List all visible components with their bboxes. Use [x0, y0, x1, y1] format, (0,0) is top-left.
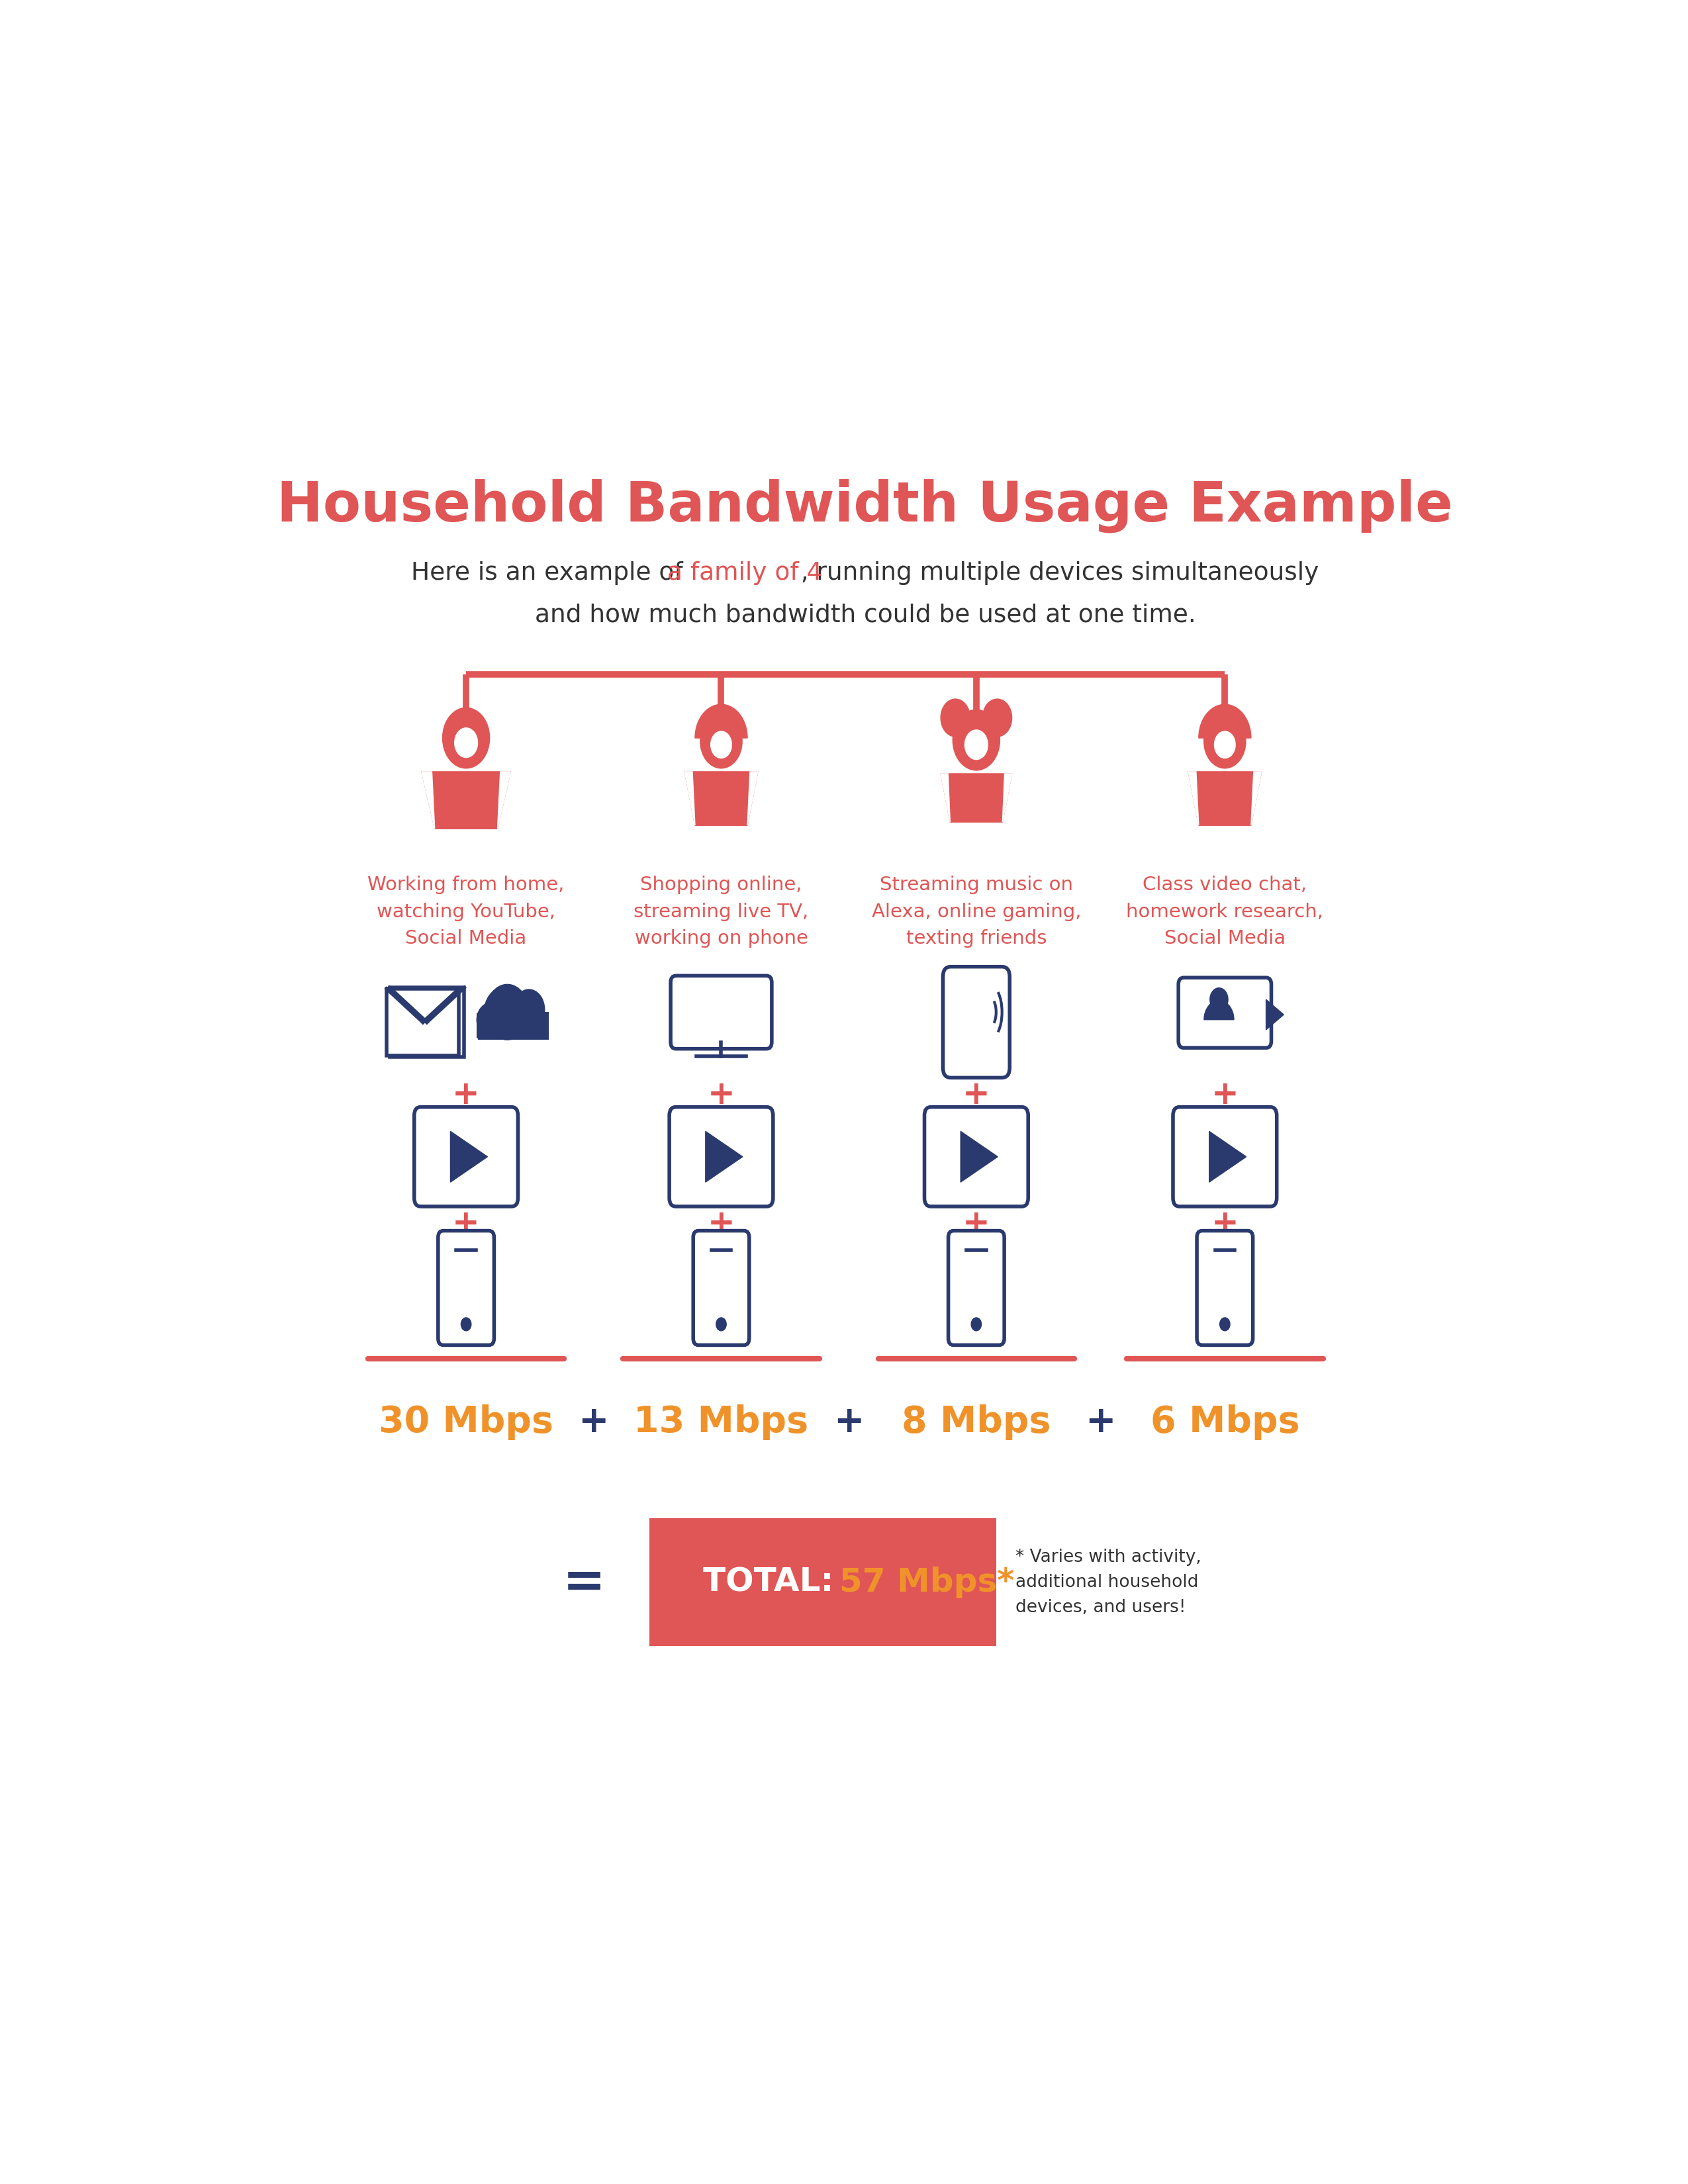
Polygon shape — [748, 771, 758, 826]
Text: +: + — [962, 1208, 991, 1241]
FancyBboxPatch shape — [414, 1107, 518, 1206]
Text: and how much bandwidth could be used at one time.: and how much bandwidth could be used at … — [535, 603, 1195, 627]
Text: +: + — [1210, 1208, 1239, 1241]
Text: 57 Mbps*: 57 Mbps* — [839, 1566, 1014, 1599]
FancyBboxPatch shape — [390, 987, 464, 1057]
Circle shape — [1214, 732, 1236, 758]
FancyBboxPatch shape — [476, 1013, 542, 1037]
Text: +: + — [707, 1079, 734, 1109]
Polygon shape — [1188, 771, 1198, 826]
FancyBboxPatch shape — [925, 1107, 1028, 1206]
Circle shape — [940, 699, 971, 736]
Circle shape — [442, 708, 490, 769]
Circle shape — [478, 1002, 505, 1037]
Text: +: + — [1085, 1404, 1116, 1439]
FancyBboxPatch shape — [694, 1232, 749, 1345]
Circle shape — [966, 729, 987, 760]
Text: +: + — [452, 1079, 479, 1109]
Wedge shape — [1198, 705, 1251, 738]
Text: 13 Mbps: 13 Mbps — [633, 1404, 809, 1439]
Circle shape — [454, 727, 478, 758]
Polygon shape — [1209, 1131, 1246, 1182]
Polygon shape — [960, 1131, 998, 1182]
Polygon shape — [685, 771, 695, 826]
FancyBboxPatch shape — [670, 1107, 773, 1206]
Circle shape — [461, 1317, 471, 1330]
FancyBboxPatch shape — [387, 989, 459, 1055]
Circle shape — [701, 714, 743, 769]
Text: Here is an example of               , running multiple devices simultaneously: Here is an example of , running multiple… — [412, 561, 1318, 585]
Circle shape — [486, 985, 528, 1040]
Text: +: + — [962, 1079, 991, 1109]
Text: 6 Mbps: 6 Mbps — [1150, 1404, 1300, 1439]
Text: * Varies with activity,
additional household
devices, and users!: * Varies with activity, additional house… — [1016, 1548, 1202, 1616]
FancyBboxPatch shape — [944, 968, 1009, 1077]
FancyBboxPatch shape — [650, 1518, 996, 1647]
Text: +: + — [1210, 1079, 1239, 1109]
Circle shape — [982, 699, 1011, 736]
Text: Shopping online,
streaming live TV,
working on phone: Shopping online, streaming live TV, work… — [633, 876, 809, 948]
Text: Working from home,
watching YouTube,
Social Media: Working from home, watching YouTube, Soc… — [368, 876, 564, 948]
Circle shape — [711, 732, 731, 758]
Polygon shape — [422, 771, 510, 828]
Polygon shape — [706, 1131, 743, 1182]
Wedge shape — [695, 705, 748, 738]
Text: +: + — [452, 1208, 479, 1241]
Polygon shape — [422, 771, 436, 828]
Wedge shape — [1204, 1000, 1234, 1020]
Circle shape — [510, 992, 538, 1029]
Circle shape — [716, 1317, 726, 1330]
FancyBboxPatch shape — [670, 976, 771, 1048]
Text: 8 Mbps: 8 Mbps — [901, 1404, 1052, 1439]
Text: +: + — [579, 1404, 609, 1439]
Text: Household Bandwidth Usage Example: Household Bandwidth Usage Example — [277, 478, 1453, 533]
Text: +: + — [834, 1404, 864, 1439]
Polygon shape — [940, 773, 950, 821]
Polygon shape — [685, 771, 758, 826]
Circle shape — [484, 987, 523, 1037]
Text: a family of 4: a family of 4 — [667, 561, 822, 585]
Polygon shape — [498, 771, 510, 828]
FancyBboxPatch shape — [439, 1232, 495, 1345]
Circle shape — [1204, 714, 1246, 769]
Polygon shape — [940, 773, 1011, 821]
FancyBboxPatch shape — [949, 1232, 1004, 1345]
FancyBboxPatch shape — [1173, 1107, 1276, 1206]
FancyBboxPatch shape — [1178, 978, 1271, 1048]
Polygon shape — [1266, 1000, 1283, 1031]
Text: Class video chat,
homework research,
Social Media: Class video chat, homework research, Soc… — [1126, 876, 1323, 948]
Circle shape — [513, 989, 545, 1031]
FancyBboxPatch shape — [478, 1011, 549, 1040]
Text: Streaming music on
Alexa, online gaming,
texting friends: Streaming music on Alexa, online gaming,… — [871, 876, 1080, 948]
Text: 30 Mbps: 30 Mbps — [378, 1404, 554, 1439]
Polygon shape — [1188, 771, 1261, 826]
Circle shape — [971, 1317, 981, 1330]
Circle shape — [1210, 987, 1227, 1011]
Text: =: = — [562, 1557, 606, 1607]
Circle shape — [952, 710, 999, 771]
Circle shape — [476, 1005, 501, 1035]
Polygon shape — [1251, 771, 1261, 826]
Polygon shape — [1003, 773, 1011, 821]
Text: +: + — [707, 1208, 734, 1241]
Circle shape — [1220, 1317, 1231, 1330]
Polygon shape — [451, 1131, 488, 1182]
Text: TOTAL:: TOTAL: — [702, 1566, 846, 1599]
FancyBboxPatch shape — [1197, 1232, 1252, 1345]
